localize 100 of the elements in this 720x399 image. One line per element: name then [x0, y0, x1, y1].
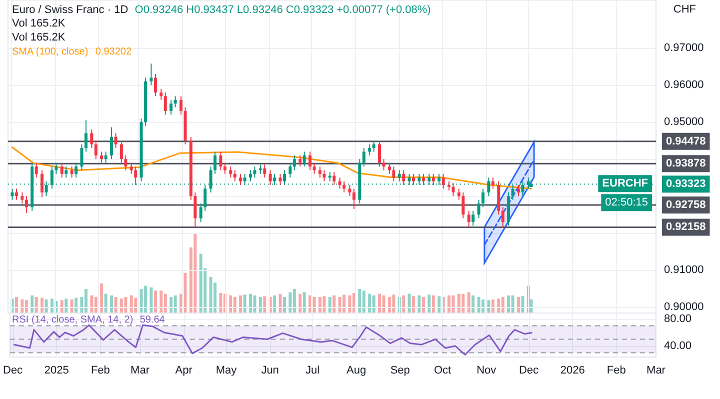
candlestick — [100, 151, 104, 164]
bar — [511, 295, 514, 313]
candlestick — [462, 192, 465, 219]
bar — [263, 296, 266, 313]
candlestick — [120, 140, 123, 164]
candlestick — [452, 182, 455, 197]
candlestick — [412, 173, 416, 186]
candlestick — [90, 128, 94, 148]
annotation: 59.64 — [140, 314, 166, 326]
annotation: 02:50:15 — [605, 196, 648, 209]
y-tick-label: 0.90000 — [664, 301, 704, 314]
bar — [447, 295, 450, 313]
ref-line-label: 0.92158 — [666, 221, 706, 234]
bar — [229, 295, 232, 313]
candlestick — [398, 170, 401, 182]
candlestick — [332, 172, 336, 186]
candlestick — [501, 206, 504, 228]
bar — [24, 300, 28, 313]
bar — [302, 292, 306, 313]
bar — [332, 295, 336, 313]
bar — [130, 295, 133, 313]
candlestick — [308, 151, 312, 171]
candlestick — [402, 170, 406, 186]
candlestick — [134, 166, 138, 186]
x-tick-label: Feb — [606, 364, 626, 376]
bar — [184, 273, 187, 313]
bar — [497, 298, 500, 313]
candlestick — [214, 151, 217, 174]
bar — [84, 289, 88, 313]
bar — [388, 297, 391, 313]
candlestick — [15, 188, 18, 200]
bar — [60, 300, 64, 313]
x-tick-label: Nov — [476, 364, 497, 376]
bar — [283, 297, 286, 313]
candlestick — [110, 126, 114, 160]
bar — [150, 287, 153, 313]
candlestick — [34, 162, 38, 178]
bar — [521, 296, 524, 313]
bar — [312, 297, 316, 313]
candlestick — [516, 184, 520, 197]
bar — [124, 297, 128, 313]
candlestick — [253, 166, 256, 178]
candlestick — [278, 173, 282, 186]
candlestick — [229, 166, 232, 178]
x-tick-label: May — [216, 364, 238, 376]
candlestick — [378, 140, 381, 167]
candlestick — [432, 173, 435, 186]
candlestick — [382, 158, 386, 171]
bar — [248, 294, 252, 313]
x-tick-label: Mar — [646, 364, 666, 376]
bar — [298, 294, 302, 313]
candlestick — [312, 162, 316, 174]
candlestick — [239, 173, 242, 186]
candlestick — [94, 140, 98, 160]
chart-subtitle: O0.93246 H0.93437 L0.93246 C0.93323 +0.00077 (+0.08%) — [134, 4, 431, 16]
bar — [110, 295, 114, 313]
candlestick — [20, 192, 24, 204]
candlestick — [24, 196, 28, 214]
candlestick — [263, 164, 266, 178]
bar — [273, 295, 276, 313]
candlestick — [318, 166, 322, 178]
y-tick-label: 0.95000 — [664, 116, 704, 128]
candlestick — [10, 188, 14, 200]
candlestick — [60, 162, 64, 178]
ref-line-label: 0.92758 — [666, 199, 706, 212]
bar — [322, 296, 326, 313]
x-tick-label: Aug — [346, 364, 366, 376]
bar — [154, 290, 157, 313]
bar — [144, 286, 148, 313]
x-tick-label: Dec — [518, 364, 540, 376]
bar — [104, 294, 108, 313]
bar — [428, 294, 431, 313]
candlestick — [472, 210, 475, 226]
candlestick — [292, 154, 296, 171]
candlestick — [352, 188, 356, 210]
bar — [372, 295, 376, 313]
bar — [328, 297, 332, 313]
bar — [462, 294, 465, 313]
candlestick — [328, 172, 332, 182]
y-axis-title: CHF — [673, 4, 696, 16]
candlestick — [248, 170, 252, 182]
candlestick — [322, 170, 326, 182]
candlestick — [80, 144, 84, 171]
x-tick-label: Sep — [390, 364, 410, 376]
bar — [243, 294, 246, 313]
y-tick-label: 80.00 — [664, 313, 692, 326]
bar — [342, 294, 346, 313]
candlestick — [338, 177, 342, 190]
candlestick — [442, 173, 445, 190]
bar — [120, 298, 123, 313]
candlestick — [491, 177, 494, 190]
bar — [30, 295, 34, 313]
bar — [402, 295, 406, 313]
bar — [438, 296, 441, 313]
candlestick — [223, 162, 226, 174]
bar — [219, 293, 222, 313]
candlestick — [54, 162, 58, 174]
bar — [164, 294, 167, 313]
candlestick — [170, 99, 173, 116]
bar — [457, 294, 460, 313]
